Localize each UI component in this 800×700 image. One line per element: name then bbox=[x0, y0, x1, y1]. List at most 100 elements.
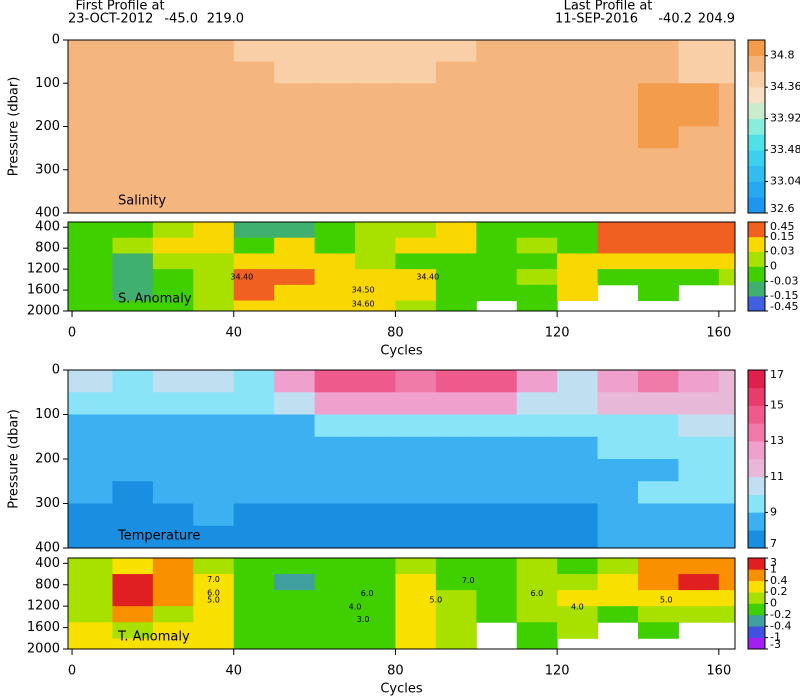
heat-cell bbox=[516, 222, 558, 239]
heat-cell bbox=[435, 61, 477, 84]
heat-cell bbox=[314, 191, 356, 214]
heat-cell bbox=[112, 436, 154, 460]
heat-cell bbox=[476, 459, 518, 482]
x-tick-label: 120 bbox=[545, 664, 570, 679]
heat-cell bbox=[355, 222, 396, 239]
heat-cell bbox=[476, 237, 518, 254]
heat-cell bbox=[274, 481, 316, 504]
heat-cell bbox=[678, 525, 720, 549]
heat-cell bbox=[112, 126, 154, 149]
heat-cell bbox=[112, 392, 154, 415]
heat-cell bbox=[355, 83, 396, 106]
heat-cell bbox=[68, 459, 113, 482]
heat-cell bbox=[718, 148, 736, 171]
colorbar-tick-label: 0 bbox=[770, 260, 777, 273]
heat-cell bbox=[597, 126, 639, 149]
heat-cell bbox=[112, 574, 154, 591]
heat-cell bbox=[274, 104, 316, 127]
heat-cell bbox=[233, 284, 275, 302]
heat-cell bbox=[112, 525, 154, 549]
heat-cell bbox=[476, 191, 518, 214]
heat-cell bbox=[193, 191, 235, 214]
heat-cell bbox=[678, 126, 720, 149]
heat-cell bbox=[718, 269, 736, 286]
heat-cell bbox=[435, 169, 477, 192]
heat-cell bbox=[152, 590, 194, 607]
heat-cell bbox=[193, 414, 235, 438]
last-profile-date: 11-SEP-2016 bbox=[555, 12, 638, 27]
heat-cell bbox=[557, 392, 599, 415]
heat-cell bbox=[435, 481, 477, 504]
heat-cell bbox=[557, 436, 599, 460]
heat-cell bbox=[637, 606, 679, 623]
heat-cell bbox=[395, 83, 437, 106]
heat-cell bbox=[637, 284, 679, 302]
heat-cell bbox=[395, 237, 437, 254]
x-axis-label: Cycles bbox=[380, 682, 423, 697]
heat-cell bbox=[516, 525, 558, 549]
heat-cell bbox=[597, 503, 639, 527]
heat-cell bbox=[314, 525, 356, 549]
heat-cell bbox=[233, 104, 275, 127]
x-tick-label: 160 bbox=[706, 664, 731, 679]
colorbar-swatch bbox=[748, 637, 765, 650]
heat-cell bbox=[274, 40, 316, 63]
panel-title: S. Anomaly bbox=[118, 292, 192, 307]
heat-cell bbox=[597, 83, 639, 106]
colorbar-swatch bbox=[748, 236, 765, 252]
colorbar-swatch bbox=[748, 40, 765, 57]
heat-cell bbox=[395, 558, 437, 575]
heat-cell bbox=[476, 414, 518, 438]
heat-cell bbox=[597, 459, 639, 482]
heat-cell bbox=[152, 191, 194, 214]
heat-cell bbox=[68, 574, 113, 591]
heat-cell bbox=[355, 606, 396, 623]
heat-cell bbox=[274, 622, 316, 639]
heat-cell bbox=[557, 503, 599, 527]
heat-cell bbox=[355, 169, 396, 192]
heat-cell bbox=[68, 558, 113, 575]
heat-cell bbox=[152, 222, 194, 239]
heat-cell bbox=[597, 436, 639, 460]
heat-cell bbox=[233, 126, 275, 149]
heat-cell bbox=[233, 300, 275, 312]
heat-cell bbox=[152, 269, 194, 286]
heat-cell bbox=[637, 126, 679, 149]
heat-cell bbox=[678, 590, 720, 607]
colorbar-swatch bbox=[748, 494, 765, 513]
heat-cell bbox=[435, 436, 477, 460]
heat-cell bbox=[193, 269, 235, 286]
colorbar-tick-label: 34.8 bbox=[770, 49, 795, 62]
colorbar-swatch bbox=[748, 405, 765, 424]
heat-cell bbox=[68, 169, 113, 192]
contour-label: 6.0 bbox=[207, 588, 220, 597]
heat-cell bbox=[274, 638, 316, 650]
heat-cell bbox=[637, 222, 679, 239]
colorbar-tick-label: 13 bbox=[770, 434, 784, 447]
heat-cell bbox=[476, 222, 518, 239]
heat-cell bbox=[193, 237, 235, 254]
contour-label: 5.0 bbox=[660, 595, 673, 604]
heat-cell bbox=[718, 237, 736, 254]
y-tick-label: 400 bbox=[35, 206, 60, 221]
heat-cell bbox=[516, 590, 558, 607]
y-tick-label: 2000 bbox=[27, 304, 60, 319]
heat-cell bbox=[557, 622, 599, 639]
heat-cell bbox=[112, 370, 154, 393]
contour-label: 34.60 bbox=[352, 300, 375, 309]
heat-cell bbox=[152, 148, 194, 171]
heat-cell bbox=[68, 222, 113, 239]
heat-cell bbox=[68, 61, 113, 84]
colorbar-tick-label: 33.48 bbox=[770, 143, 800, 156]
heat-cell bbox=[233, 222, 275, 239]
heat-cell bbox=[233, 392, 275, 415]
x-tick-label: 40 bbox=[225, 326, 242, 341]
heat-cell bbox=[395, 525, 437, 549]
heat-cell bbox=[678, 191, 720, 214]
x-tick-label: 80 bbox=[387, 664, 404, 679]
heat-cell bbox=[68, 622, 113, 639]
colorbar-swatch bbox=[748, 530, 765, 549]
heat-cell bbox=[68, 392, 113, 415]
heat-cell bbox=[476, 284, 518, 302]
heat-cell bbox=[718, 606, 736, 623]
